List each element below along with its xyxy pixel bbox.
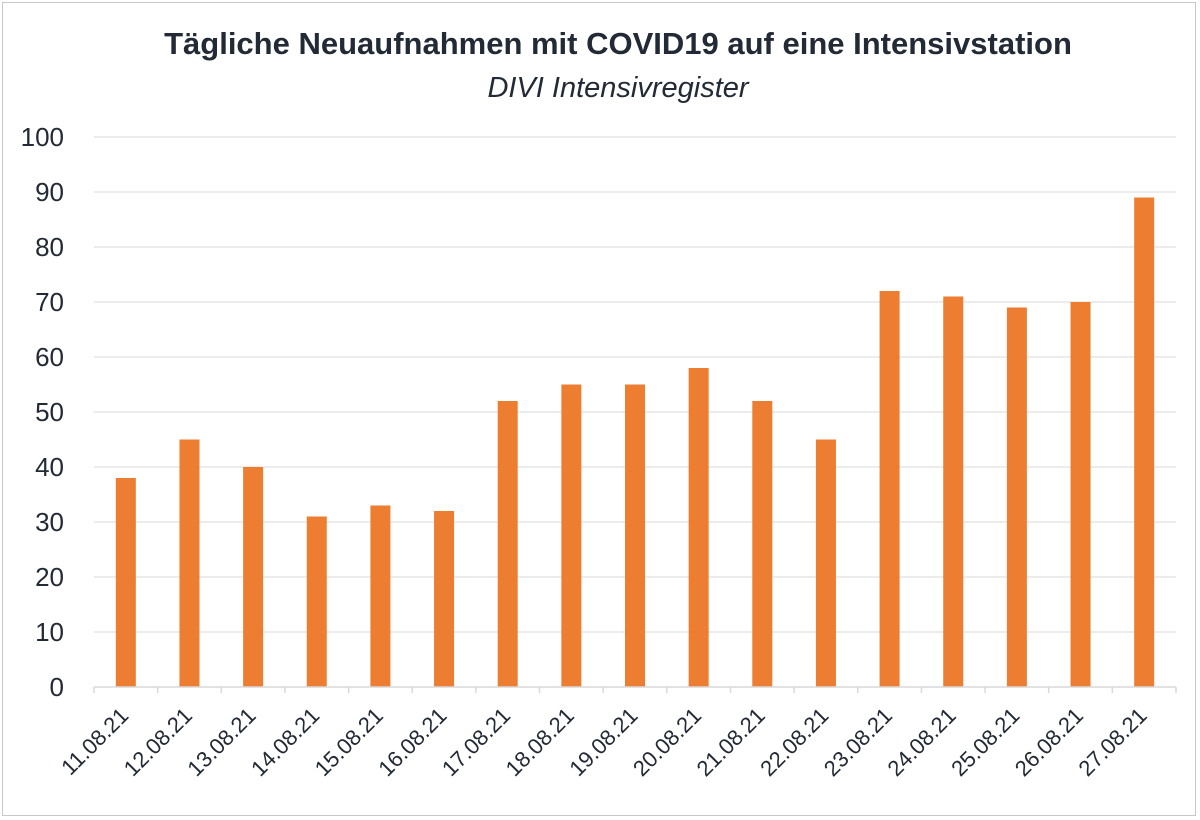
bar [815, 439, 836, 687]
bar [497, 401, 518, 687]
y-tick-label: 0 [50, 672, 64, 702]
bar [752, 401, 773, 687]
y-tick-label: 10 [35, 617, 64, 647]
y-tick-label: 30 [35, 507, 64, 537]
bar [434, 511, 455, 687]
y-tick-label: 50 [35, 397, 64, 427]
y-tick-label: 40 [35, 452, 64, 482]
bar [243, 467, 264, 687]
x-tick-label: 24.08.21 [883, 703, 961, 781]
x-tick-label: 18.08.21 [501, 703, 579, 781]
x-tick-label: 15.08.21 [310, 703, 388, 781]
y-tick-label: 20 [35, 562, 64, 592]
y-tick-label: 100 [21, 122, 64, 152]
y-tick-label: 80 [35, 232, 64, 262]
bar [879, 291, 900, 687]
x-axis-ticks: 11.08.2112.08.2113.08.2114.08.2115.08.21… [56, 703, 1151, 781]
bar [115, 478, 136, 687]
x-tick-label: 13.08.21 [182, 703, 260, 781]
x-tick-label: 21.08.21 [692, 703, 770, 781]
x-tick-label: 17.08.21 [437, 703, 515, 781]
bar [1070, 302, 1091, 687]
x-tick-label: 27.08.21 [1073, 703, 1151, 781]
chart-title: Tägliche Neuaufnahmen mit COVID19 auf ei… [164, 26, 1072, 61]
x-tick-label: 11.08.21 [56, 703, 133, 780]
x-tick-label: 20.08.21 [628, 703, 706, 781]
bars [115, 197, 1155, 687]
bar [943, 296, 964, 687]
x-tick-label: 26.08.21 [1010, 703, 1088, 781]
x-tick-label: 25.08.21 [946, 703, 1024, 781]
x-tick-label: 19.08.21 [564, 703, 642, 781]
x-tick-label: 23.08.21 [819, 703, 897, 781]
y-axis-ticks: 0 10 20 30 40 50 60 70 80 90 100 [21, 122, 64, 702]
x-tick-label: 12.08.21 [119, 703, 197, 781]
x-axis [93, 686, 1177, 693]
chart-subtitle: DIVI Intensivregister [487, 72, 749, 104]
y-tick-label: 70 [35, 287, 64, 317]
bar [688, 368, 709, 687]
bar [306, 516, 327, 687]
bar [1006, 307, 1027, 687]
y-tick-label: 60 [35, 342, 64, 372]
bar [561, 384, 582, 687]
x-tick-label: 22.08.21 [755, 703, 833, 781]
bar [179, 439, 200, 687]
y-tick-label: 90 [35, 177, 64, 207]
x-tick-label: 16.08.21 [373, 703, 451, 781]
x-tick-label: 14.08.21 [246, 703, 324, 781]
bar [625, 384, 645, 687]
bar [1134, 197, 1155, 687]
bar [370, 505, 391, 687]
